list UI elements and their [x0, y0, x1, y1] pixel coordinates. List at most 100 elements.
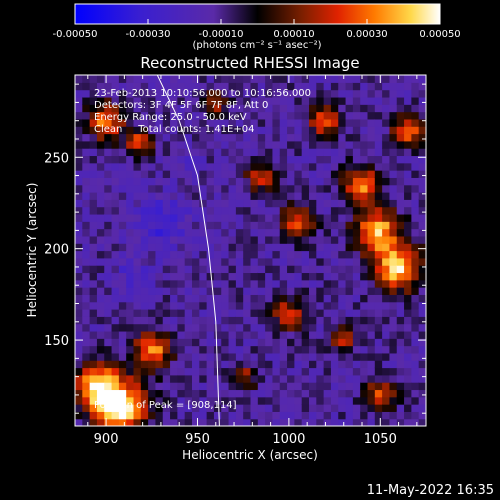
heatmap-cell [301, 206, 310, 215]
heatmap-cell [404, 243, 412, 252]
heatmap-cell [155, 265, 164, 274]
heatmap-cell [316, 352, 325, 361]
heatmap-cell [316, 301, 325, 310]
heatmap-cell [272, 133, 281, 142]
heatmap-cell [250, 316, 259, 325]
heatmap-cell [330, 104, 339, 113]
heatmap-cell [323, 96, 332, 105]
heatmap-cell [126, 126, 135, 135]
heatmap-cell [404, 279, 412, 288]
heatmap-cell [243, 352, 252, 361]
heatmap-cell [367, 374, 376, 383]
heatmap-cell [235, 389, 244, 398]
heatmap-cell [411, 133, 420, 142]
heatmap-cell [272, 287, 281, 295]
heatmap-cell [140, 170, 149, 178]
heatmap-cell [140, 396, 149, 405]
heatmap-cell [418, 367, 426, 376]
heatmap-cell [279, 418, 288, 426]
heatmap-cell [221, 126, 230, 135]
heatmap-cell [374, 133, 383, 142]
heatmap-cell [89, 184, 98, 193]
heatmap-cell [177, 352, 186, 361]
heatmap-cell [148, 213, 157, 222]
heatmap-cell [111, 104, 120, 113]
heatmap-cell [235, 374, 244, 383]
heatmap-cell [177, 155, 186, 164]
heatmap-cell [360, 126, 369, 135]
heatmap-cell [265, 184, 274, 193]
heatmap-cell [206, 140, 215, 149]
heatmap-cell [243, 148, 252, 157]
heatmap-cell [133, 323, 142, 332]
heatmap-cell [265, 243, 274, 252]
heatmap-cell [287, 118, 295, 127]
heatmap-cell [140, 111, 149, 120]
heatmap-cell [360, 177, 369, 186]
heatmap-cell [396, 148, 405, 157]
heatmap-cell [126, 360, 135, 369]
heatmap-cell [389, 257, 398, 266]
heatmap-cell [243, 316, 252, 325]
heatmap-cell [213, 294, 222, 303]
heatmap-cell [192, 82, 200, 91]
heatmap-cell [389, 389, 398, 398]
heatmap-cell [162, 221, 171, 230]
heatmap-cell [133, 221, 142, 230]
heatmap-cell [213, 118, 222, 127]
heatmap-cell [411, 418, 420, 426]
heatmap-cell [82, 345, 91, 354]
heatmap-cell [126, 272, 135, 281]
heatmap-cell [213, 316, 222, 325]
heatmap-cell [199, 199, 208, 208]
heatmap-cell [352, 374, 361, 383]
heatmap-cell [104, 382, 113, 391]
heatmap-cell [338, 330, 347, 339]
heatmap-cell [301, 192, 310, 200]
heatmap-cell [170, 82, 178, 91]
heatmap-cell [75, 192, 83, 200]
heatmap-cell [162, 104, 171, 113]
heatmap-cell [104, 111, 113, 120]
heatmap-cell [148, 82, 157, 91]
heatmap-cell [104, 75, 113, 83]
heatmap-cell [279, 221, 288, 230]
heatmap-cell [316, 111, 325, 120]
heatmap-cell [360, 104, 369, 113]
heatmap-cell [82, 192, 91, 200]
heatmap-cell [243, 338, 252, 347]
heatmap-cell [235, 309, 244, 317]
heatmap-cell [404, 199, 412, 208]
heatmap-cell [316, 148, 325, 157]
heatmap-cell [228, 221, 237, 230]
heatmap-cell [213, 228, 222, 237]
heatmap-cell [301, 221, 310, 230]
heatmap-cell [75, 140, 83, 149]
heatmap-cell [352, 265, 361, 274]
heatmap-cell [411, 389, 420, 398]
heatmap-cell [374, 111, 383, 120]
heatmap-cell [360, 301, 369, 310]
heatmap-cell [287, 243, 295, 252]
heatmap-cell [111, 389, 120, 398]
heatmap-cell [228, 206, 237, 215]
heatmap-cell [250, 374, 259, 383]
heatmap-cell [177, 301, 186, 310]
heatmap-cell [177, 338, 186, 347]
heatmap-cell [301, 199, 310, 208]
heatmap-cell [177, 75, 186, 83]
heatmap-cell [221, 228, 230, 237]
heatmap-cell [184, 104, 193, 113]
heatmap-cell [374, 404, 383, 412]
heatmap-cell [221, 184, 230, 193]
heatmap-cell [155, 177, 164, 186]
heatmap-cell [177, 170, 186, 178]
heatmap-cell [140, 206, 149, 215]
heatmap-cell [330, 265, 339, 274]
heatmap-cell [148, 323, 157, 332]
heatmap-cell [279, 111, 288, 120]
heatmap-cell [104, 82, 113, 91]
heatmap-cell [345, 148, 354, 157]
heatmap-cell [213, 330, 222, 339]
heatmap-cell [96, 309, 105, 317]
